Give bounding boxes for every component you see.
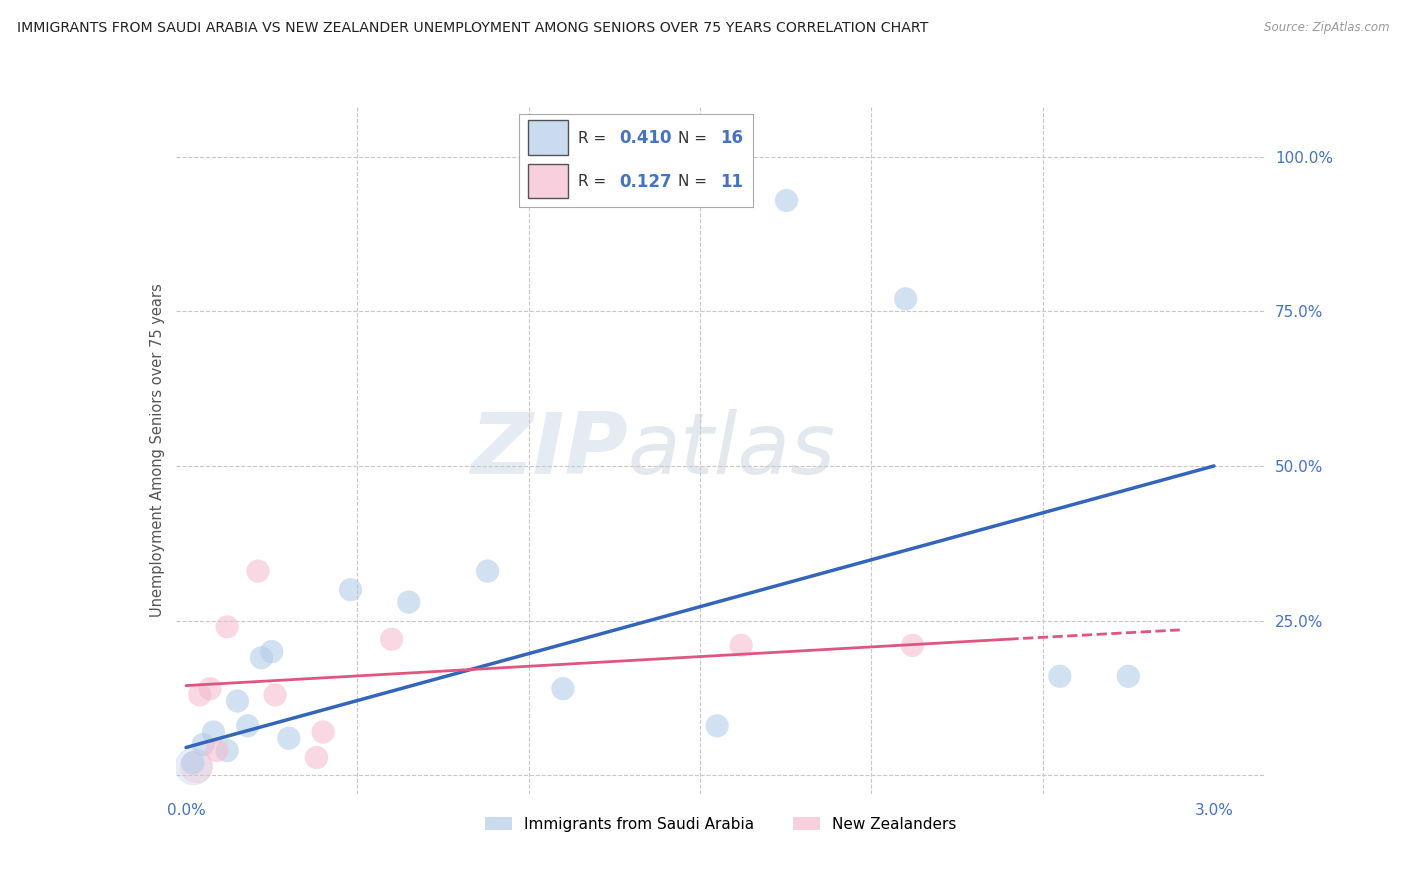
Text: ZIP: ZIP bbox=[471, 409, 628, 492]
Point bbox=[264, 688, 287, 702]
Point bbox=[1049, 669, 1071, 683]
Point bbox=[730, 639, 752, 653]
Text: R =: R = bbox=[578, 130, 610, 145]
Point bbox=[217, 743, 239, 757]
Point bbox=[894, 292, 917, 306]
Point bbox=[191, 738, 214, 752]
Point bbox=[305, 749, 328, 764]
Point bbox=[381, 632, 404, 647]
Point bbox=[186, 759, 208, 773]
Point bbox=[198, 681, 221, 696]
Point bbox=[260, 644, 283, 658]
Text: 0.127: 0.127 bbox=[620, 172, 672, 191]
Text: 0.410: 0.410 bbox=[620, 129, 672, 147]
Legend: Immigrants from Saudi Arabia, New Zealanders: Immigrants from Saudi Arabia, New Zealan… bbox=[478, 811, 963, 838]
Point bbox=[312, 725, 335, 739]
Point bbox=[901, 639, 924, 653]
Point bbox=[551, 681, 574, 696]
Text: atlas: atlas bbox=[628, 409, 837, 492]
Point bbox=[339, 582, 361, 597]
Point bbox=[398, 595, 420, 609]
Point bbox=[202, 725, 225, 739]
Point bbox=[181, 756, 204, 770]
FancyBboxPatch shape bbox=[529, 120, 568, 154]
Point bbox=[706, 719, 728, 733]
Y-axis label: Unemployment Among Seniors over 75 years: Unemployment Among Seniors over 75 years bbox=[149, 284, 165, 617]
Text: R =: R = bbox=[578, 174, 610, 189]
Point bbox=[277, 731, 299, 746]
Point bbox=[1118, 669, 1140, 683]
Text: Source: ZipAtlas.com: Source: ZipAtlas.com bbox=[1264, 21, 1389, 35]
Point bbox=[217, 620, 239, 634]
Point bbox=[226, 694, 249, 708]
Point bbox=[775, 193, 797, 207]
FancyBboxPatch shape bbox=[529, 164, 568, 198]
Text: IMMIGRANTS FROM SAUDI ARABIA VS NEW ZEALANDER UNEMPLOYMENT AMONG SENIORS OVER 75: IMMIGRANTS FROM SAUDI ARABIA VS NEW ZEAL… bbox=[17, 21, 928, 36]
Point bbox=[246, 564, 269, 578]
Point bbox=[205, 743, 228, 757]
Point bbox=[188, 688, 211, 702]
Point bbox=[181, 759, 204, 773]
Point bbox=[236, 719, 259, 733]
Text: N =: N = bbox=[678, 174, 713, 189]
Point bbox=[250, 650, 273, 665]
Text: 11: 11 bbox=[720, 172, 744, 191]
Text: N =: N = bbox=[678, 130, 713, 145]
Point bbox=[477, 564, 499, 578]
Text: 16: 16 bbox=[720, 129, 744, 147]
